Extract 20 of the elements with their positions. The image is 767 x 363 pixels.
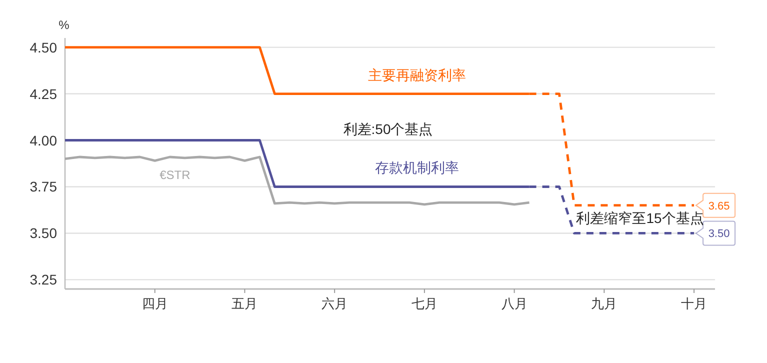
series-label: 主要再融资利率 [368,66,466,83]
x-tick-label: 九月 [591,296,618,311]
annotation: 利差:50个基点 [343,121,433,137]
x-tick-label: 五月 [232,296,258,311]
data-label: 3.50 [708,228,730,240]
y-tick-label: 3.75 [30,178,58,195]
data-label: 3.65 [708,200,730,212]
x-tick-label: 四月 [142,296,168,311]
x-tick-label: 六月 [322,296,348,311]
series-label: 存款机制利率 [374,160,459,176]
y-axis-title: % [58,18,70,32]
y-tick-label: 4.25 [30,86,58,102]
x-tick-label: 七月 [411,296,438,311]
y-tick-label: 3.50 [30,225,58,242]
y-tick-label: 4.00 [30,132,58,148]
x-tick-label: 十月 [681,296,708,311]
y-tick-label: 3.25 [30,272,58,288]
x-tick-label: 八月 [501,296,528,311]
y-tick-label: 4.50 [30,39,58,56]
series-label: €STR [160,168,191,182]
